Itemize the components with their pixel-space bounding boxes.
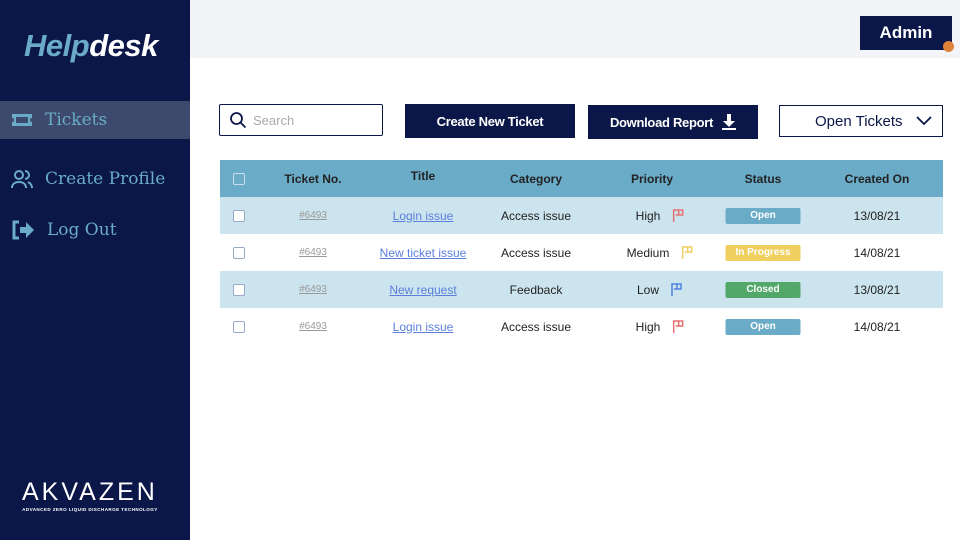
- table-header: Ticket No. Title Category Priority Statu…: [220, 160, 943, 197]
- column-header: Priority: [630, 171, 674, 186]
- ticket-title-link[interactable]: Login issue: [392, 208, 454, 223]
- chevron-down-icon: [916, 116, 932, 126]
- flag-icon: [672, 209, 684, 222]
- search-box[interactable]: [219, 104, 383, 136]
- download-report-button[interactable]: Download Report: [588, 105, 758, 139]
- row-checkbox[interactable]: [233, 246, 245, 259]
- ticket-category: Access issue: [500, 208, 572, 223]
- app-logo: Helpdesk: [24, 28, 158, 63]
- ticket-number-link[interactable]: #6493: [299, 321, 327, 332]
- table-row[interactable]: #6493 Login issue Access issue High Open…: [220, 197, 943, 234]
- ticket-title-link[interactable]: Login issue: [392, 319, 454, 334]
- ticket-number-link[interactable]: #6493: [299, 284, 327, 295]
- flag-icon: [672, 320, 684, 333]
- sidebar-item-log-out[interactable]: Log Out: [0, 211, 190, 249]
- created-date: 14/08/21: [853, 245, 901, 260]
- created-date: 14/08/21: [853, 319, 901, 334]
- admin-button[interactable]: Admin: [860, 16, 952, 50]
- create-ticket-button[interactable]: Create New Ticket: [405, 104, 575, 138]
- priority-label: High: [635, 208, 661, 223]
- ticket-filter-dropdown[interactable]: Open Tickets: [779, 105, 943, 137]
- search-input[interactable]: [253, 112, 373, 128]
- ticket-category: Access issue: [500, 245, 572, 260]
- sidebar-item-label: Log Out: [47, 220, 117, 240]
- column-header: Ticket No.: [284, 171, 342, 186]
- ticket-category: Feedback: [509, 282, 563, 297]
- column-header: Category: [509, 171, 563, 186]
- column-header: Created On: [844, 171, 910, 186]
- ticket-category: Access issue: [500, 319, 572, 334]
- sidebar-item-tickets[interactable]: Tickets: [0, 101, 190, 139]
- sidebar-item-label: Create Profile: [45, 169, 166, 189]
- status-badge: Closed: [725, 281, 801, 298]
- akvazen-logo: AKVAZEN ADVANCED ZERO LIQUID DISCHARGE TE…: [22, 478, 158, 512]
- ticket-title-link[interactable]: New ticket issue: [379, 245, 467, 260]
- tickets-table: Ticket No. Title Category Priority Statu…: [220, 160, 943, 345]
- row-checkbox[interactable]: [233, 283, 245, 296]
- ticket-number-link[interactable]: #6493: [299, 210, 327, 221]
- logout-icon: [12, 220, 34, 240]
- notification-dot: [943, 41, 954, 52]
- column-header: Status: [744, 171, 782, 186]
- sidebar-item-label: Tickets: [45, 110, 108, 130]
- priority-label: Medium: [626, 245, 670, 260]
- created-date: 13/08/21: [853, 208, 901, 223]
- status-badge: Open: [725, 207, 801, 224]
- row-checkbox[interactable]: [233, 209, 245, 222]
- status-badge: In Progress: [725, 244, 801, 261]
- table-row[interactable]: #6493 Login issue Access issue High Open…: [220, 308, 943, 345]
- created-date: 13/08/21: [853, 282, 901, 297]
- status-badge: Open: [725, 318, 801, 335]
- ticket-icon: [12, 114, 32, 126]
- search-icon: [230, 112, 247, 129]
- ticket-number-link[interactable]: #6493: [299, 247, 327, 258]
- table-row[interactable]: #6493 New ticket issue Access issue Medi…: [220, 234, 943, 271]
- ticket-title-link[interactable]: New request: [389, 282, 457, 297]
- priority-label: High: [635, 319, 661, 334]
- sidebar-item-create-profile[interactable]: Create Profile: [0, 160, 190, 198]
- table-row[interactable]: #6493 New request Feedback Low Closed 13…: [220, 271, 943, 308]
- top-bar: [190, 0, 960, 58]
- column-header: Title: [410, 168, 436, 183]
- priority-label: Low: [636, 282, 660, 297]
- select-all-checkbox[interactable]: [233, 172, 245, 185]
- row-checkbox[interactable]: [233, 320, 245, 333]
- flag-icon: [671, 283, 682, 296]
- download-icon: [722, 114, 737, 130]
- sidebar: Helpdesk Tickets Create Profile Log Out …: [0, 0, 190, 540]
- users-icon: [11, 170, 33, 189]
- flag-icon: [681, 246, 693, 259]
